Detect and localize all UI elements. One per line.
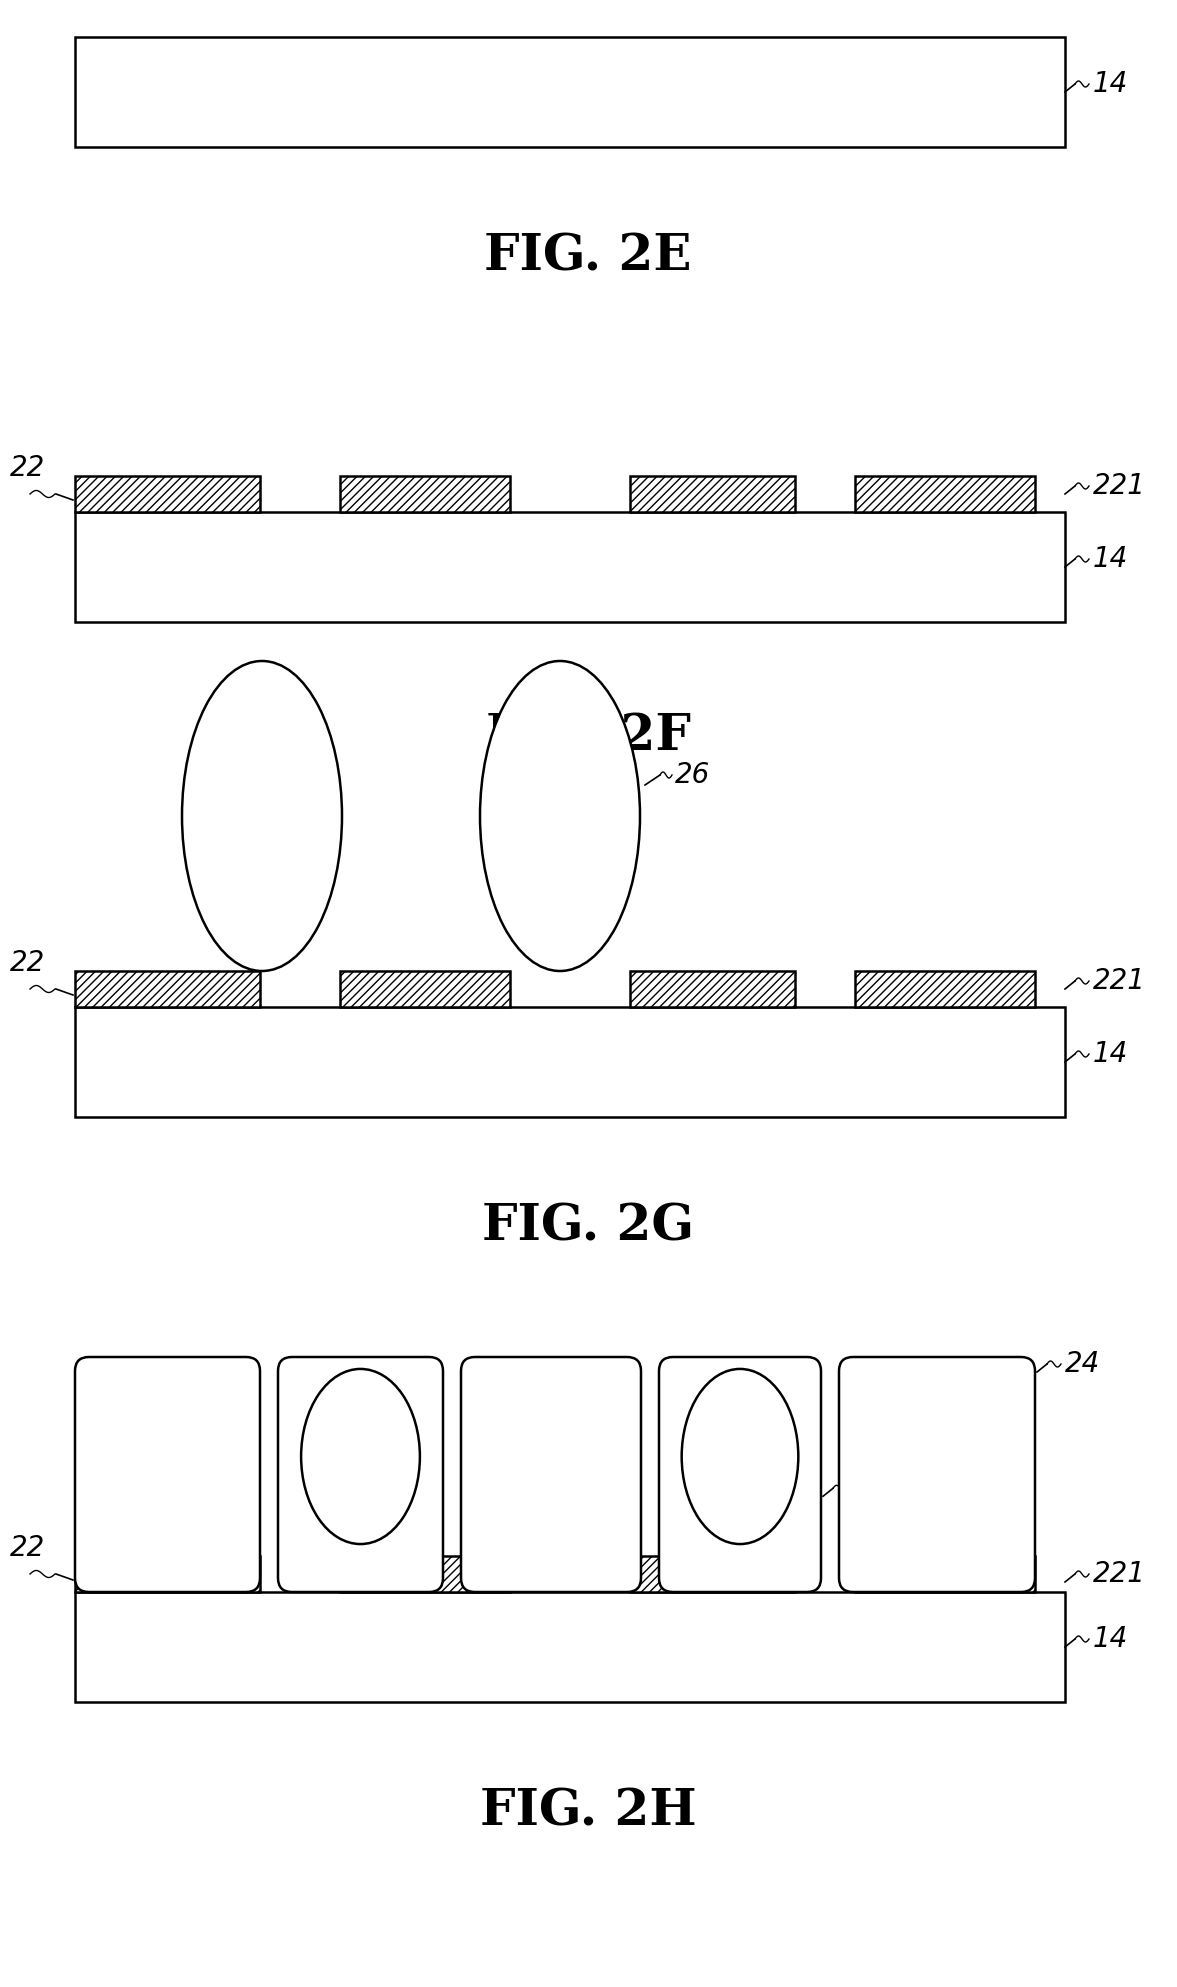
Bar	[855, 477, 1035, 513]
FancyBboxPatch shape	[839, 1357, 1035, 1592]
Text: 221: 221	[1093, 968, 1146, 995]
Bar	[75, 972, 260, 1007]
Bar	[75, 513, 1065, 622]
Text: FIG. 2H: FIG. 2H	[480, 1788, 697, 1836]
Ellipse shape	[182, 662, 343, 972]
Bar	[340, 477, 510, 513]
Bar	[75, 1592, 1065, 1703]
Bar	[855, 1556, 1035, 1592]
Bar	[340, 477, 510, 513]
Text: 26: 26	[674, 761, 710, 789]
Text: 221: 221	[1093, 473, 1146, 501]
FancyBboxPatch shape	[278, 1357, 443, 1592]
Bar	[75, 1007, 1065, 1117]
Bar	[340, 1556, 510, 1592]
Bar	[75, 477, 260, 513]
Bar	[75, 1556, 260, 1592]
Text: 14: 14	[1093, 70, 1129, 97]
FancyBboxPatch shape	[75, 1357, 260, 1592]
Bar	[340, 972, 510, 1007]
Bar	[630, 972, 794, 1007]
Ellipse shape	[681, 1369, 798, 1544]
Text: 14: 14	[1093, 1625, 1129, 1653]
Bar	[75, 1556, 260, 1592]
Text: FIG. 2E: FIG. 2E	[484, 232, 692, 282]
Bar	[630, 972, 794, 1007]
FancyBboxPatch shape	[461, 1357, 641, 1592]
Bar	[855, 477, 1035, 513]
Bar	[630, 477, 794, 513]
Text: 26: 26	[851, 1474, 886, 1502]
Bar	[75, 38, 1065, 147]
Bar	[340, 1556, 510, 1592]
Bar	[340, 972, 510, 1007]
Bar	[630, 1556, 794, 1592]
Text: FIG. 2F: FIG. 2F	[486, 713, 691, 761]
Ellipse shape	[301, 1369, 420, 1544]
Text: 22: 22	[9, 950, 45, 978]
Bar	[75, 972, 260, 1007]
FancyBboxPatch shape	[659, 1357, 822, 1592]
Text: 221: 221	[1093, 1560, 1146, 1588]
Bar	[630, 1556, 794, 1592]
Text: 22: 22	[9, 453, 45, 483]
Bar	[75, 477, 260, 513]
Text: 14: 14	[1093, 1039, 1129, 1067]
Bar	[855, 1556, 1035, 1592]
Text: 24: 24	[1065, 1349, 1100, 1379]
Bar	[855, 972, 1035, 1007]
Bar	[630, 477, 794, 513]
Text: 14: 14	[1093, 544, 1129, 572]
Text: 22: 22	[9, 1534, 45, 1562]
Text: FIG. 2G: FIG. 2G	[481, 1202, 694, 1252]
Ellipse shape	[480, 662, 640, 972]
Bar	[855, 972, 1035, 1007]
